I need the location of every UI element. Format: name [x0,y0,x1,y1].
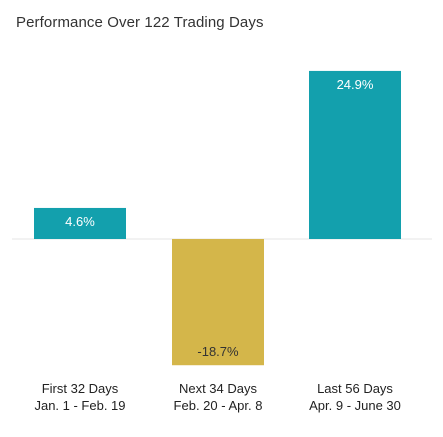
category-label-3-line1: Last 56 Days [317,381,393,396]
category-label-1-line2: Jan. 1 - Feb. 19 [34,398,125,413]
bar-value-label-2: -18.7% [197,344,239,359]
category-label-3-line2: Apr. 9 - June 30 [309,398,401,413]
category-label-2-line2: Feb. 20 - Apr. 8 [174,398,263,413]
bar-2 [172,239,264,366]
bar-value-label-3: 24.9% [337,77,374,92]
chart-title: Performance Over 122 Trading Days [16,14,264,31]
category-label-1-line1: First 32 Days [42,381,119,396]
bar-value-label-1: 4.6% [65,214,95,229]
bar-3 [309,70,401,239]
category-label-2-line1: Next 34 Days [179,381,258,396]
bar-1 [34,207,126,239]
